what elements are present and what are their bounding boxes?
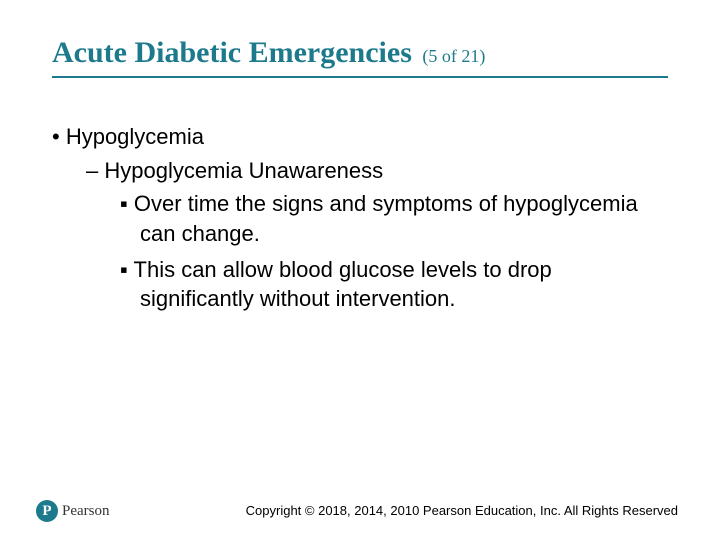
publisher-logo: P Pearson: [36, 500, 110, 522]
bullet-lvl2-text: Hypoglycemia Unawareness: [104, 158, 383, 183]
bullet-lvl2: Hypoglycemia Unawareness Over time the s…: [86, 156, 660, 314]
logo-chip-icon: P: [36, 500, 58, 522]
slide-title: Acute Diabetic Emergencies: [52, 36, 412, 69]
bullet-lvl1: Hypoglycemia Hypoglycemia Unawareness Ov…: [52, 122, 660, 314]
bullet-lvl3: This can allow blood glucose levels to d…: [120, 255, 660, 314]
content-body: Hypoglycemia Hypoglycemia Unawareness Ov…: [52, 122, 660, 320]
bullet-lvl3-text: Over time the signs and symptoms of hypo…: [134, 191, 638, 246]
slide: Acute Diabetic Emergencies (5 of 21) Hyp…: [0, 0, 720, 540]
copyright-text: Copyright © 2018, 2014, 2010 Pearson Edu…: [246, 503, 678, 518]
logo-text: Pearson: [62, 503, 110, 520]
bullet-lvl3-text: This can allow blood glucose levels to d…: [134, 257, 552, 312]
slide-subtitle: (5 of 21): [422, 46, 485, 66]
title-block: Acute Diabetic Emergencies (5 of 21): [52, 36, 668, 78]
logo-initial: P: [42, 503, 51, 520]
bullet-lvl1-text: Hypoglycemia: [66, 124, 204, 149]
bullet-lvl3: Over time the signs and symptoms of hypo…: [120, 189, 660, 248]
